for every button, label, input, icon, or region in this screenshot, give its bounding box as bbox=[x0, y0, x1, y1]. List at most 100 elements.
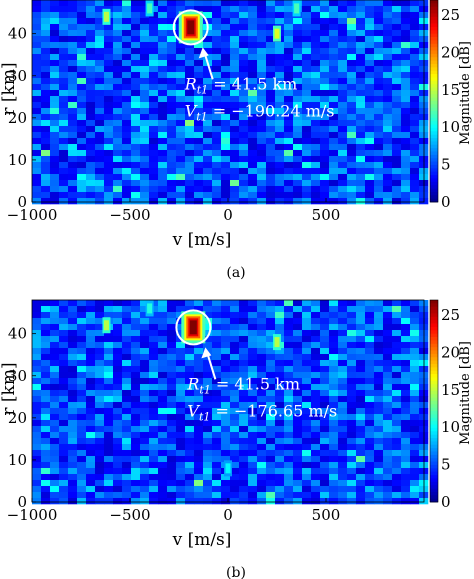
heatmap-cell bbox=[374, 360, 384, 367]
heatmap-cell bbox=[230, 162, 240, 169]
colorbar-tick-label: 10 bbox=[441, 418, 460, 436]
heatmap-cell bbox=[239, 180, 249, 187]
heatmap-cell bbox=[140, 162, 150, 169]
heatmap-cell bbox=[95, 66, 105, 73]
heatmap-cell bbox=[68, 174, 78, 181]
heatmap-cell bbox=[320, 162, 330, 169]
heatmap-cell bbox=[365, 138, 375, 145]
heatmap-cell bbox=[122, 0, 132, 7]
heatmap-cell bbox=[158, 462, 168, 469]
heatmap-cell bbox=[374, 126, 384, 133]
heatmap-cell bbox=[176, 432, 186, 439]
colorbar-band bbox=[430, 0, 438, 4]
heatmap-cell bbox=[104, 150, 114, 157]
heatmap-cell bbox=[77, 138, 87, 145]
heatmap-cell bbox=[194, 150, 204, 157]
heatmap-cell bbox=[284, 78, 294, 85]
heatmap-cell bbox=[266, 36, 276, 43]
heatmap-cell bbox=[329, 60, 339, 67]
colorbar-band bbox=[430, 468, 438, 473]
colorbar-frame bbox=[429, 299, 439, 503]
heatmap-cell bbox=[248, 12, 258, 19]
heatmap-cell bbox=[230, 72, 240, 79]
heatmap-cell bbox=[347, 138, 357, 145]
heatmap-cell bbox=[149, 366, 159, 373]
heatmap-cell bbox=[374, 372, 384, 379]
heatmap-cell bbox=[293, 120, 303, 127]
colorbar-band bbox=[430, 70, 438, 75]
heatmap-cell bbox=[32, 492, 42, 499]
heatmap-cell bbox=[338, 306, 348, 313]
heatmap-cell bbox=[68, 348, 78, 355]
heatmap-cell bbox=[248, 72, 258, 79]
heatmap-cell bbox=[68, 384, 78, 391]
heatmap-cell bbox=[32, 480, 42, 487]
heatmap-cell bbox=[86, 66, 96, 73]
heatmap-cell bbox=[68, 126, 78, 133]
heatmap-cell bbox=[140, 342, 150, 349]
heatmap-cell bbox=[176, 168, 186, 175]
heatmap-cell bbox=[365, 108, 375, 115]
clutter-peak bbox=[294, 3, 300, 14]
heatmap-cell bbox=[131, 138, 141, 145]
heatmap-cell bbox=[140, 372, 150, 379]
heatmap-cell bbox=[86, 414, 96, 421]
heatmap-cell bbox=[329, 420, 339, 427]
heatmap-cell bbox=[248, 150, 258, 157]
heatmap-cell bbox=[140, 432, 150, 439]
heatmap-cell bbox=[392, 150, 402, 157]
heatmap-cell bbox=[311, 24, 321, 31]
heatmap-cell bbox=[392, 378, 402, 385]
heatmap-cell bbox=[68, 12, 78, 19]
heatmap-cell bbox=[230, 180, 240, 187]
heatmap-cell bbox=[77, 192, 87, 199]
heatmap-cell bbox=[347, 90, 357, 97]
heatmap-cell bbox=[77, 498, 87, 505]
heatmap-cell bbox=[347, 18, 357, 25]
heatmap-cell bbox=[401, 126, 411, 133]
heatmap-cell bbox=[383, 198, 393, 205]
heatmap-cell bbox=[347, 492, 357, 499]
heatmap-cell bbox=[248, 300, 258, 307]
heatmap-cell bbox=[203, 150, 213, 157]
colorbar-band bbox=[430, 60, 438, 65]
heatmap-cell bbox=[59, 138, 69, 145]
heatmap-cell bbox=[212, 432, 222, 439]
heatmap-cell bbox=[374, 18, 384, 25]
heatmap-cell bbox=[122, 384, 132, 391]
heatmap-cell bbox=[41, 384, 51, 391]
heatmap-cell bbox=[32, 414, 42, 421]
heatmap-cell bbox=[338, 54, 348, 61]
heatmap-cell bbox=[176, 138, 186, 145]
heatmap-cell bbox=[365, 0, 375, 7]
heatmap-cell bbox=[122, 444, 132, 451]
heatmap-cell bbox=[59, 432, 69, 439]
heatmap-cell bbox=[275, 60, 285, 67]
heatmap-cell bbox=[50, 102, 60, 109]
colorbar-band bbox=[430, 87, 438, 92]
heatmap-cell bbox=[365, 492, 375, 499]
heatmap-cell bbox=[383, 30, 393, 37]
heatmap-cell bbox=[356, 336, 366, 343]
heatmap-cell bbox=[293, 54, 303, 61]
heatmap-cell bbox=[50, 492, 60, 499]
heatmap-cell bbox=[311, 180, 321, 187]
heatmap-cell bbox=[347, 198, 357, 205]
heatmap-cell bbox=[293, 108, 303, 115]
heatmap-cell bbox=[185, 186, 195, 193]
heatmap-cell bbox=[95, 162, 105, 169]
heatmap-cell bbox=[50, 54, 60, 61]
heatmap-cell bbox=[185, 438, 195, 445]
heatmap-cell bbox=[194, 390, 204, 397]
heatmap-cell bbox=[311, 474, 321, 481]
heatmap-cell bbox=[338, 354, 348, 361]
heatmap-cell bbox=[320, 318, 330, 325]
heatmap-cell bbox=[329, 174, 339, 181]
heatmap-cell bbox=[365, 12, 375, 19]
heatmap-cell bbox=[356, 450, 366, 457]
heatmap-cell bbox=[77, 366, 87, 373]
heatmap-cell bbox=[302, 462, 312, 469]
heatmap-cell bbox=[356, 30, 366, 37]
heatmap-cell bbox=[95, 432, 105, 439]
